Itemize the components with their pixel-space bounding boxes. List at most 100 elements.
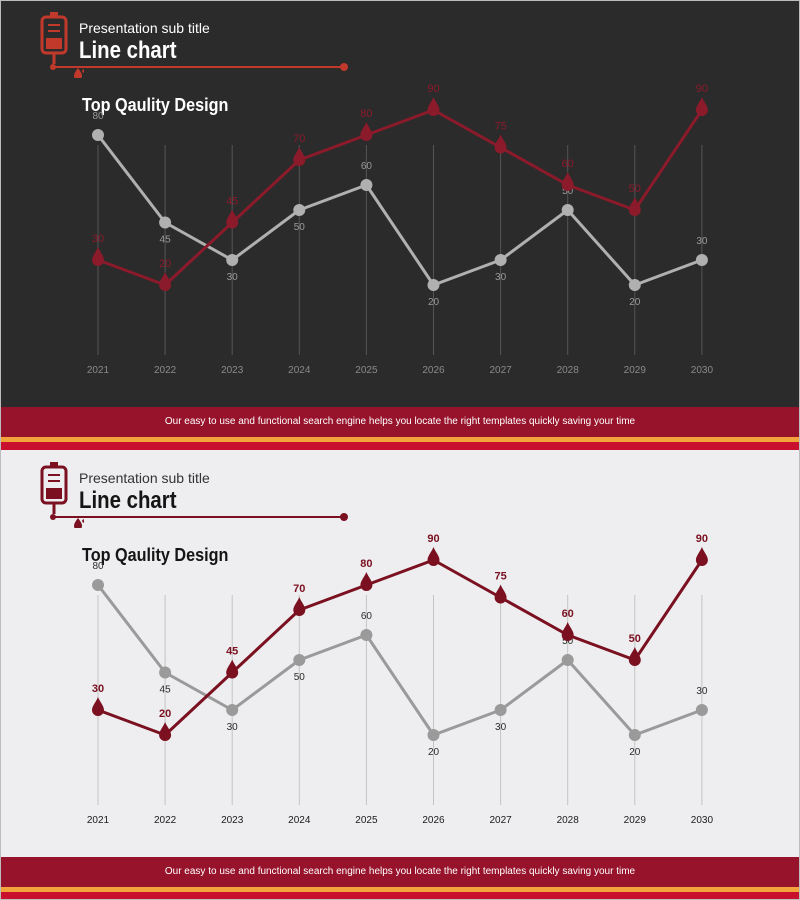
data-label-gray: 20 — [428, 297, 440, 308]
page-title: Line chart — [79, 37, 177, 64]
data-point-red — [159, 272, 172, 291]
data-label-gray: 50 — [562, 186, 574, 197]
data-point-red — [360, 122, 373, 141]
data-point-red — [226, 209, 239, 229]
data-label-gray: 20 — [629, 747, 641, 758]
x-tick-label: 2023 — [221, 815, 244, 826]
data-label-red: 45 — [226, 196, 238, 208]
footer: Our easy to use and functional search en… — [0, 407, 800, 450]
data-label-gray: 60 — [361, 611, 373, 622]
data-point-red — [561, 172, 574, 191]
data-point-gray — [494, 704, 507, 716]
data-label-gray: 30 — [227, 722, 239, 733]
x-tick-label: 2029 — [624, 365, 647, 376]
data-point-red — [360, 572, 373, 591]
x-tick-label: 2030 — [691, 365, 714, 376]
data-label-gray: 50 — [562, 636, 574, 647]
data-label-red: 30 — [92, 683, 104, 695]
series-line-red — [97, 108, 704, 287]
data-label-red: 50 — [629, 183, 641, 195]
data-label-red: 20 — [159, 258, 171, 270]
data-label-red: 60 — [562, 608, 574, 620]
x-tick-label: 2024 — [288, 815, 311, 826]
x-tick-label: 2022 — [154, 365, 177, 376]
title-underline — [52, 516, 344, 518]
data-label-red: 90 — [696, 533, 708, 545]
data-label-red: 45 — [226, 646, 238, 658]
underline-end-dot — [340, 513, 348, 521]
data-label-gray: 50 — [294, 222, 306, 233]
page-title: Line chart — [79, 487, 177, 514]
footer: Our easy to use and functional search en… — [0, 857, 800, 900]
data-point-gray — [293, 654, 306, 666]
data-label-red: 75 — [494, 121, 506, 133]
series-line-red — [97, 558, 704, 737]
slide-dark: Presentation sub title Line chart Top Qa… — [0, 0, 800, 450]
footer-band — [0, 407, 800, 437]
presentation-subtitle: Presentation sub title — [79, 470, 210, 486]
line-chart: 2021 2022 2023 2024 2025 2026 2027 2028 2029 2030… — [87, 83, 714, 376]
data-label-gray: 30 — [696, 686, 708, 697]
data-point-gray — [561, 204, 574, 216]
data-label-gray: 30 — [227, 272, 239, 283]
data-label-red: 90 — [427, 533, 439, 545]
data-point-gray — [293, 204, 306, 216]
data-label-gray: 30 — [495, 722, 507, 733]
data-point-red — [695, 97, 708, 116]
data-label-red: 90 — [696, 83, 708, 95]
data-point-gray — [695, 254, 708, 266]
x-tick-label: 2027 — [489, 365, 512, 376]
data-label-red: 60 — [562, 158, 574, 170]
data-point-gray — [92, 129, 104, 141]
data-point-gray — [360, 629, 373, 641]
data-label-gray: 80 — [92, 111, 104, 122]
x-tick-label: 2025 — [355, 365, 378, 376]
x-tick-label: 2030 — [691, 815, 714, 826]
data-label-gray: 45 — [160, 685, 172, 696]
x-tick-label: 2022 — [154, 815, 177, 826]
data-label-red: 30 — [92, 233, 104, 245]
footer-text: Our easy to use and functional search en… — [164, 866, 636, 877]
data-point-gray — [159, 666, 172, 679]
x-tick-label: 2026 — [422, 815, 445, 826]
x-tick-label: 2024 — [288, 365, 311, 376]
x-tick-label: 2023 — [221, 365, 244, 376]
data-point-gray — [561, 654, 574, 666]
data-label-red: 80 — [360, 108, 372, 120]
data-point-red — [293, 597, 306, 616]
data-label-gray: 20 — [629, 297, 641, 308]
data-point-red — [494, 134, 507, 154]
x-tick-label: 2025 — [355, 815, 378, 826]
data-label-red: 80 — [360, 558, 372, 570]
series-line-gray — [96, 134, 703, 287]
data-label-gray: 30 — [696, 236, 708, 247]
data-label-gray: 60 — [361, 161, 373, 172]
data-point-red — [92, 247, 104, 266]
data-label-red: 70 — [293, 133, 305, 145]
data-point-gray — [92, 579, 104, 591]
data-point-gray — [695, 704, 708, 716]
data-point-red — [695, 547, 708, 566]
data-point-red — [92, 697, 104, 716]
footer-band — [0, 857, 800, 887]
data-point-red — [293, 147, 306, 166]
data-label-red: 20 — [159, 708, 171, 720]
series-line-gray — [96, 584, 703, 737]
footer-text: Our easy to use and functional search en… — [164, 416, 636, 427]
iv-bag-icon — [40, 462, 84, 528]
data-point-gray — [427, 729, 440, 741]
data-point-gray — [628, 279, 641, 291]
x-tick-label: 2028 — [557, 815, 580, 826]
footer-stripe-yellow — [0, 437, 800, 442]
data-point-red — [561, 622, 574, 641]
title-underline — [52, 66, 344, 68]
data-point-gray — [226, 704, 239, 716]
line-chart: 2021 2022 2023 2024 2025 2026 2027 2028 2029 2030… — [87, 533, 714, 826]
x-tick-label: 2028 — [557, 365, 580, 376]
footer-stripe-yellow — [0, 887, 800, 892]
data-label-red: 75 — [494, 571, 506, 583]
data-label-red: 70 — [293, 583, 305, 595]
data-label-gray: 80 — [92, 561, 104, 572]
data-point-gray — [628, 729, 641, 741]
data-label-gray: 45 — [160, 235, 172, 246]
